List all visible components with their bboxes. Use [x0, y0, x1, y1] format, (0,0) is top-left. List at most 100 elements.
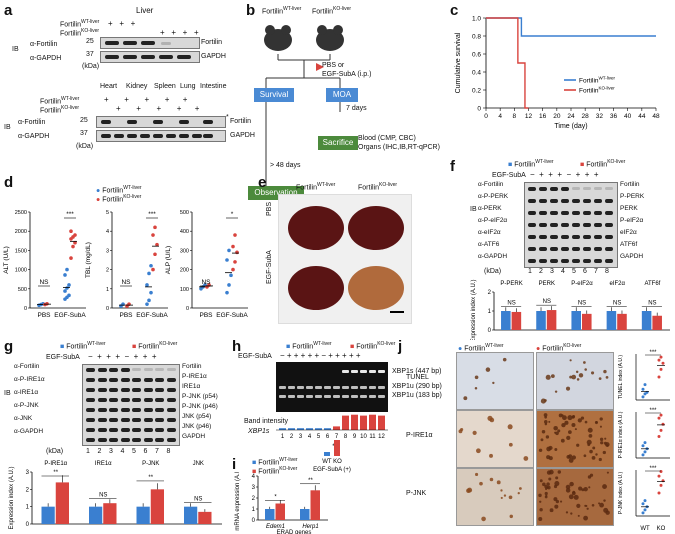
e-egf-label: EGF-SubA [266, 250, 273, 284]
tissue-stain-dot [474, 387, 478, 390]
moa-box: MOA [326, 88, 358, 102]
tissue-stain-dot [568, 430, 572, 434]
f-blot-band [528, 223, 536, 227]
d-sig-label: NS [39, 279, 49, 286]
ko-marks: + + + + [160, 28, 199, 37]
g-lane-number: 7 [155, 448, 159, 455]
h-intensity-bar [360, 415, 367, 430]
tissue-stain-dot [583, 515, 588, 521]
tissue-stain-dot [539, 500, 542, 503]
h-gel-band-u1 [315, 386, 322, 389]
h-intensity-bar [378, 415, 385, 430]
tissue-stain-dot [503, 494, 507, 497]
f-blot-band [594, 187, 602, 190]
marker-25-a1: 25 [86, 38, 94, 45]
g-blot-band [143, 378, 153, 382]
f-cat-label: PERK [539, 281, 555, 287]
tissue-stain-dot [562, 415, 567, 421]
blot-liver-fortilin [100, 37, 200, 49]
d-point-wt [229, 273, 233, 278]
d-cat-pbs: PBS [199, 312, 213, 319]
j-point-ko [657, 435, 661, 439]
j-point-wt [643, 499, 647, 503]
j-point-wt [641, 511, 645, 515]
f-blot [524, 182, 618, 268]
tissue-stain-dot [583, 454, 587, 458]
f-blot-band [605, 199, 613, 203]
j-sig-label: *** [649, 408, 657, 414]
g-legend-wt: ■ FortilinWT-liver [60, 341, 106, 351]
d-ylabel: TBL (mg/dL) [85, 242, 92, 278]
j-ylabel: TUNEL index (A.U.) [618, 355, 624, 399]
g-blot-band [86, 398, 95, 402]
i-ytick-label: 2 [252, 496, 256, 502]
i-bar [265, 509, 275, 520]
tissue-stain-dot [544, 491, 548, 496]
g-blot-band [109, 418, 118, 422]
f-bar [641, 311, 652, 330]
h-gel-band-s [342, 370, 349, 373]
f-cat-label: ATF6f [644, 281, 660, 287]
h-lane-number: 12 [378, 434, 385, 440]
tissue-stain-dot [586, 507, 589, 510]
tissue-stain-dot [523, 456, 529, 461]
workflow-diagram [264, 25, 355, 186]
tissue-stain-dot [549, 508, 554, 513]
h-intensity-bar [306, 428, 313, 430]
g-blot-band [132, 418, 141, 422]
g-row-label: α-JNK [14, 415, 33, 422]
f-blot-band [583, 211, 591, 215]
c-ytick-label: 0.6 [472, 52, 481, 59]
f-lane-number: 6 [583, 268, 587, 275]
tissue-stain-dot [481, 516, 486, 522]
f-right-label: eIF2α [620, 229, 637, 236]
tissue-stain-dot [558, 413, 563, 418]
tissue-stain-dot [569, 359, 572, 362]
d-sig-label: *** [148, 211, 156, 218]
c-ylabel: Cumulative survival [455, 32, 462, 93]
tissue-stain-dot [603, 499, 606, 502]
star-a: * [226, 114, 229, 121]
tissue-stain-dot [554, 431, 557, 434]
f-ylabel: Expression index (A.U.) [471, 279, 477, 340]
j-point-ko [659, 470, 663, 474]
f-ytick-label: 1 [488, 309, 492, 315]
d-ytick-label: 3 [106, 248, 109, 254]
f-egf: EGF-SubA [492, 172, 526, 179]
tissue-stain-dot [565, 511, 569, 514]
j-ylabel: P-IRE1α index (A.U.) [618, 411, 624, 458]
d-ytick-label: 0 [106, 306, 109, 312]
j-point-ko [657, 358, 661, 362]
f-bar [617, 313, 627, 330]
tissue-wt-pjnk [456, 468, 534, 526]
organs-label: Organs (IHC,IB,RT-qPCR) [358, 144, 440, 151]
tissue-stain-dot [557, 429, 561, 433]
g-blot-band [143, 428, 153, 432]
c-xtick-label: 32 [596, 113, 604, 120]
tissue-stain-dot [578, 486, 583, 491]
f-lane-number: 8 [605, 268, 609, 275]
h-gel-band-u1 [360, 386, 367, 389]
j-row-pire1a: P-IRE1α [406, 432, 433, 439]
g-blot-band [143, 368, 153, 371]
d-point-wt [145, 283, 149, 287]
g-sig-label: NS [194, 497, 202, 503]
g-blot-band [86, 418, 95, 422]
h-band-2: XBP1u (290 bp) [392, 383, 442, 390]
mouse-ko-icon [316, 25, 344, 51]
j-point-wt [641, 502, 645, 506]
tissue-ko-tunel [536, 352, 614, 410]
f-blot-band [605, 223, 613, 227]
h-intensity-bar [333, 426, 340, 430]
c-series-ko [486, 17, 529, 109]
row-gapdh-a2: α-GAPDH [18, 133, 50, 140]
f-blot-band [539, 259, 547, 263]
h-egf: EGF-SubA [238, 353, 272, 360]
j-ylabel: P-JNK index (A.U.) [618, 472, 624, 515]
g-treatment-marks: − + + + − + + + [88, 352, 157, 361]
g-row-label: α-Fortilin [14, 363, 40, 370]
liver-wt-egf [288, 266, 344, 310]
g-blot-band [132, 438, 141, 442]
g-blot-band [120, 428, 130, 432]
